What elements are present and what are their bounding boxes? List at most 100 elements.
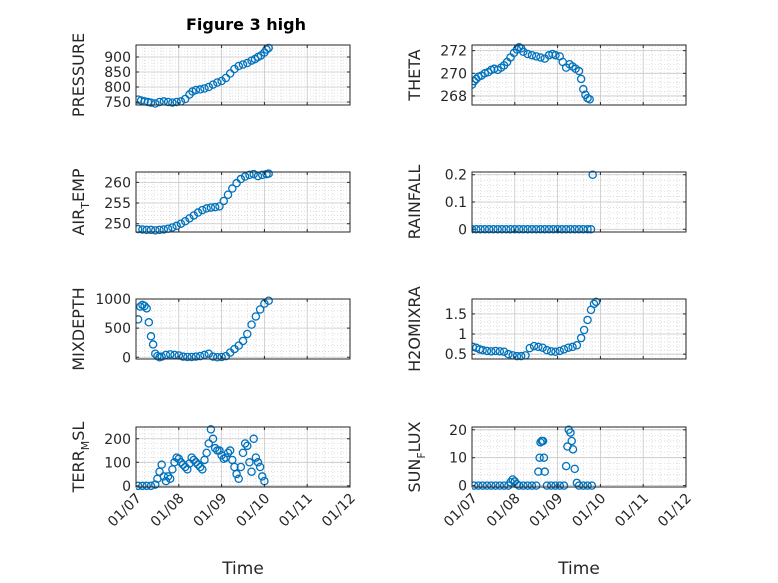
data-point [549,225,558,234]
data-point [228,184,237,193]
data-point [151,99,160,108]
ytick-label: 250 [104,217,131,233]
data-point [236,174,246,184]
data-point [146,225,156,235]
data-point [568,342,577,352]
data-point [144,318,154,327]
data-point [185,214,194,223]
minor-grid [136,44,350,106]
data-point [519,481,528,490]
data-point [136,481,143,491]
data-point [536,53,545,62]
data-point [264,296,273,305]
xtick-label: 01/11 [612,491,652,531]
y-axis-label-main: AIR [69,209,88,236]
data-point [157,460,166,469]
data-point [484,225,494,234]
data-point [195,462,205,472]
axes-box [135,426,351,488]
data-point [551,481,560,490]
data-point [529,341,539,351]
y-axis-label-subscript: T [79,202,92,210]
ytick-label: 0 [122,479,131,495]
data-point [572,341,582,350]
data-point [245,458,254,467]
data-point [472,76,479,86]
data-point [516,351,526,361]
axes-box [471,426,687,488]
data-point [535,453,544,462]
plot-area [136,299,350,359]
data-point [561,461,571,471]
major-grid [471,45,687,105]
data-point [206,203,216,212]
data-point [559,481,569,490]
data-point [225,446,235,455]
data-point [240,172,250,181]
data-point [195,85,205,94]
data-point [579,84,588,94]
xtick-label: 01/10 [233,491,273,531]
y-axis-label-main: MIXDEPTH [69,287,88,370]
data-point [555,346,564,356]
series-terr_msl [136,425,269,491]
data-point [519,225,528,234]
data-point [588,170,597,179]
plot-area [472,427,686,487]
data-point [189,211,199,220]
data-point [512,351,522,361]
data-point [243,58,252,68]
data-point [544,225,554,234]
axes-box [135,298,351,360]
data-point [504,349,513,359]
ytick-label: 750 [104,95,131,111]
data-point [264,43,273,53]
ytick-label: 268 [440,89,467,105]
data-point [574,225,584,234]
data-point [495,347,505,356]
data-point [238,336,248,346]
ytick-label: 0 [458,479,467,495]
data-point [240,439,250,448]
axes-box [135,171,351,233]
minor-grid [472,45,686,106]
minor-grid [136,427,350,487]
data-point [561,225,571,234]
data-point [206,425,216,434]
data-point [262,45,271,54]
data-point [553,225,562,234]
data-point [546,347,556,356]
y-axis-label-main: H2OMIXRA [405,286,424,372]
data-point [489,225,498,234]
y-axis-label: THETA [405,49,424,101]
data-point [570,464,579,474]
data-point [247,320,256,329]
data-point [204,439,214,448]
xtick-label: 01/11 [276,491,316,531]
data-point [567,436,576,446]
data-point [195,351,205,361]
data-point [555,481,564,490]
data-point [514,225,524,234]
y-axis-label-subscript: M [79,441,92,451]
data-point [221,73,231,83]
data-point [576,333,586,343]
data-point [251,312,261,321]
data-point [151,226,160,235]
y-axis-label: RAINFALL [405,165,424,240]
data-point [499,481,509,490]
ytick-label: 255 [104,196,131,212]
data-point [138,225,147,234]
data-point [514,481,524,490]
x-axis-label: Time [557,559,600,579]
data-point [225,69,235,78]
data-point [542,345,552,355]
data-point [215,202,224,211]
data-point [245,170,254,180]
y-axis-label: MIXDEPTH [69,287,88,370]
data-point [187,352,196,362]
data-point [155,97,164,107]
data-point [523,49,532,59]
data-point [534,342,543,352]
